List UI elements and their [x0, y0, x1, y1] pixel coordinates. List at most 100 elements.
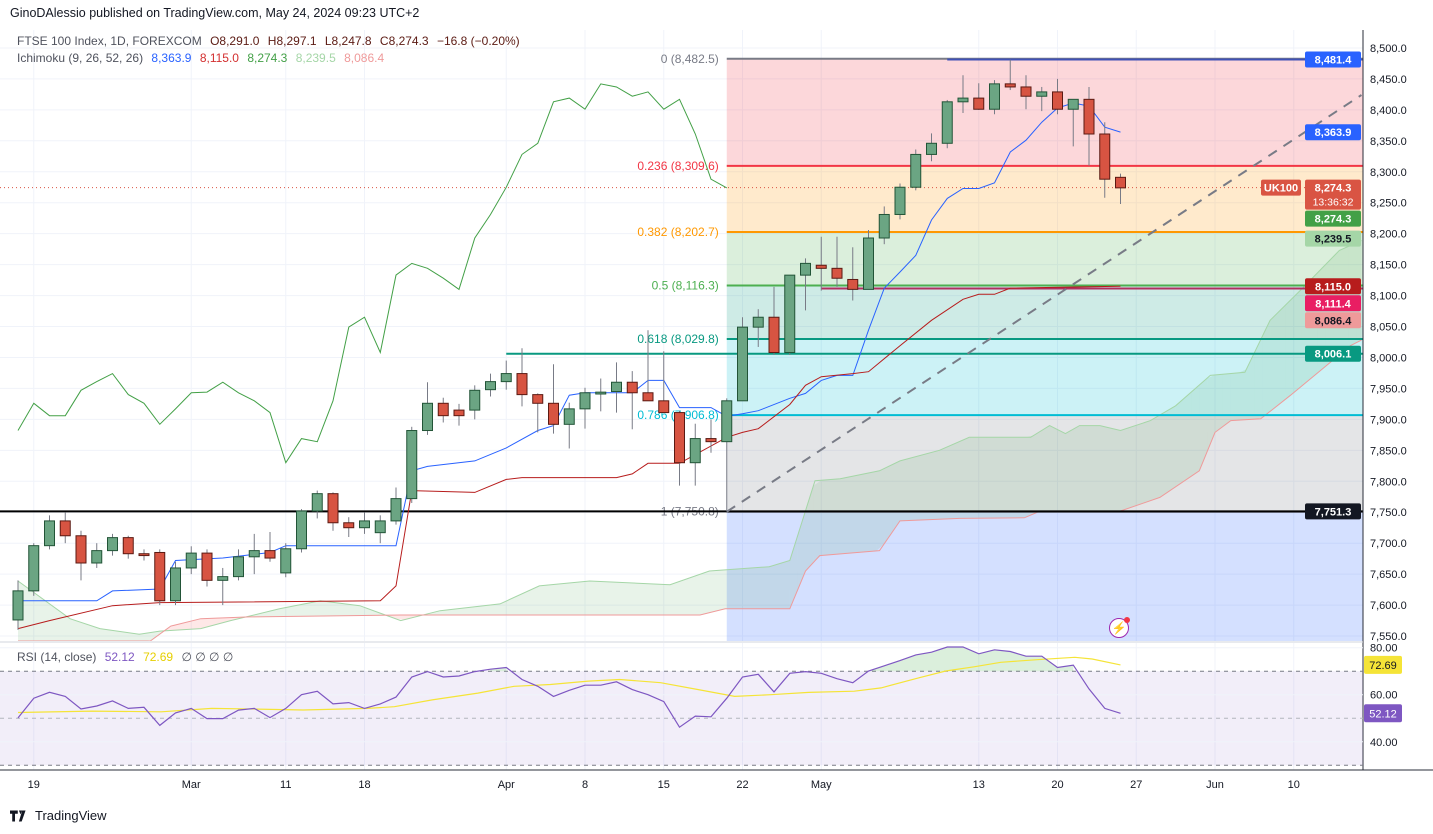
candle-body	[658, 400, 670, 414]
price-axis-label: 7,850.0	[1370, 445, 1407, 457]
candle	[658, 351, 670, 414]
ichimoku-cloud-segment	[923, 452, 932, 520]
candle	[248, 533, 260, 575]
candle	[595, 378, 607, 412]
rsi-line	[17, 646, 1121, 729]
candle-body	[359, 520, 370, 529]
price-badge-text: 8,115.0	[1315, 281, 1351, 293]
candle	[863, 229, 874, 290]
ichimoku-cloud-segment	[577, 581, 585, 615]
ichimoku-cloud-segment	[49, 603, 58, 641]
candle-body	[138, 553, 150, 557]
time-axis-label: 20	[1051, 779, 1063, 791]
time-axis-label: Apr	[498, 779, 515, 791]
candle-body	[989, 83, 1000, 110]
candle-body	[343, 522, 355, 529]
price-axis-label: 8,500.0	[1370, 43, 1407, 55]
time-axis-label: Jun	[1206, 779, 1224, 791]
ichimoku-cloud-segment	[459, 607, 467, 615]
ichimoku-tenkan-line	[18, 102, 1121, 602]
span-b-value: 8,086.4	[344, 51, 385, 65]
ichimoku-cloud-segment	[1002, 437, 1011, 518]
ichimoku-cloud-segment	[144, 632, 152, 641]
ichimoku-cloud-segment	[1262, 320, 1271, 418]
candle-body	[563, 408, 575, 425]
ichimoku-cloud-segment	[655, 584, 664, 615]
price-badge-text: 8,111.4	[1315, 298, 1351, 310]
ichimoku-cloud-segment	[1175, 398, 1184, 487]
candle-body	[1004, 83, 1016, 88]
ichimoku-cloud-segment	[1348, 242, 1357, 347]
candle	[579, 387, 591, 429]
ichimoku-cloud-segment	[1057, 429, 1066, 511]
trend-line	[726, 94, 1363, 513]
ichimoku-cloud-segment	[88, 625, 97, 641]
candle-body	[705, 438, 717, 443]
candle-body	[327, 493, 339, 524]
price-axis-label: 7,700.0	[1370, 538, 1407, 550]
time-axis-label: 8	[582, 779, 588, 791]
ichimoku-cloud-segment	[41, 598, 50, 641]
price-badge-text: 7,751.3	[1315, 506, 1352, 518]
fib-zone	[726, 285, 1363, 340]
ichimoku-cloud-segment	[1191, 385, 1200, 477]
candle-body	[784, 274, 796, 354]
ichimoku-cloud-segment	[679, 578, 688, 615]
ichimoku-cloud-segment	[199, 618, 207, 629]
symbol-legend: FTSE 100 Index, 1D, FOREXCOM O8,291.0 H8…	[17, 34, 525, 48]
candle	[233, 549, 244, 581]
candle-body	[485, 381, 496, 391]
symbol-name[interactable]: FTSE 100 Index, 1D, FOREXCOM	[17, 34, 202, 48]
price-badge-text: 8,006.1	[1315, 349, 1352, 361]
ichimoku-cloud-segment	[829, 479, 837, 555]
candle	[469, 385, 481, 420]
candle	[1083, 86, 1095, 166]
fib-zone	[726, 165, 1363, 232]
fib-zone	[726, 58, 1363, 166]
ichimoku-cloud-segment	[262, 611, 270, 617]
price-axis-label: 8,100.0	[1370, 291, 1407, 303]
candle	[185, 546, 197, 575]
candle-body	[878, 213, 890, 239]
candle	[44, 515, 55, 550]
lightning-alert-icon[interactable]: ⚡	[1109, 617, 1130, 638]
candle-body	[689, 438, 701, 464]
price-badge-text: 8,274.3	[1315, 183, 1352, 195]
candle	[453, 403, 465, 426]
footer-brand: TradingView	[10, 808, 107, 823]
rsi-label[interactable]: RSI (14, close)	[17, 650, 97, 664]
main-pane: 0 (8,482.5) 0.236 (8,309.6) 0.382 (8,202.7…	[0, 30, 1363, 641]
ichimoku-cloud-segment	[592, 581, 601, 615]
candle-body	[437, 402, 449, 417]
candle-body	[185, 552, 197, 569]
ichimoku-cloud-segment	[813, 480, 822, 563]
candle-body	[1083, 98, 1095, 135]
price-axis-label: 8,400.0	[1370, 105, 1407, 117]
price-chart[interactable]: 0 (8,482.5) 0.236 (8,309.6) 0.382 (8,202.7…	[0, 0, 1433, 805]
fib-zone	[726, 511, 1363, 641]
ichimoku-cloud-segment	[325, 601, 333, 616]
candle	[154, 549, 166, 606]
price-axis-label: 7,550.0	[1370, 631, 1407, 643]
ichimoku-cloud-segment	[451, 608, 459, 615]
ichimoku-label[interactable]: Ichimoku (9, 26, 52, 26)	[17, 51, 144, 65]
ichimoku-cloud-segment	[356, 605, 365, 616]
price-badge-text: 8,274.3	[1315, 214, 1352, 226]
ichimoku-cloud-segment	[640, 583, 648, 615]
candle	[926, 133, 937, 162]
candle-body	[201, 552, 213, 581]
ichimoku-cloud-segment	[293, 604, 302, 617]
candle	[311, 490, 323, 519]
ichimoku-cloud-segment	[632, 582, 641, 615]
candle-body	[516, 373, 528, 396]
price-badge	[1305, 179, 1361, 210]
time-axis-label: 10	[1288, 779, 1300, 791]
candle	[422, 382, 433, 435]
ichimoku-cloud-segment	[1136, 422, 1145, 506]
ichimoku-cloud-segment	[774, 562, 782, 609]
ichimoku-cloud-segment	[1112, 428, 1121, 511]
ichimoku-cloud-segment	[514, 593, 522, 615]
ichimoku-cloud-segment	[1144, 419, 1152, 503]
ichimoku-cloud-segment	[183, 621, 192, 630]
candle	[737, 317, 748, 402]
